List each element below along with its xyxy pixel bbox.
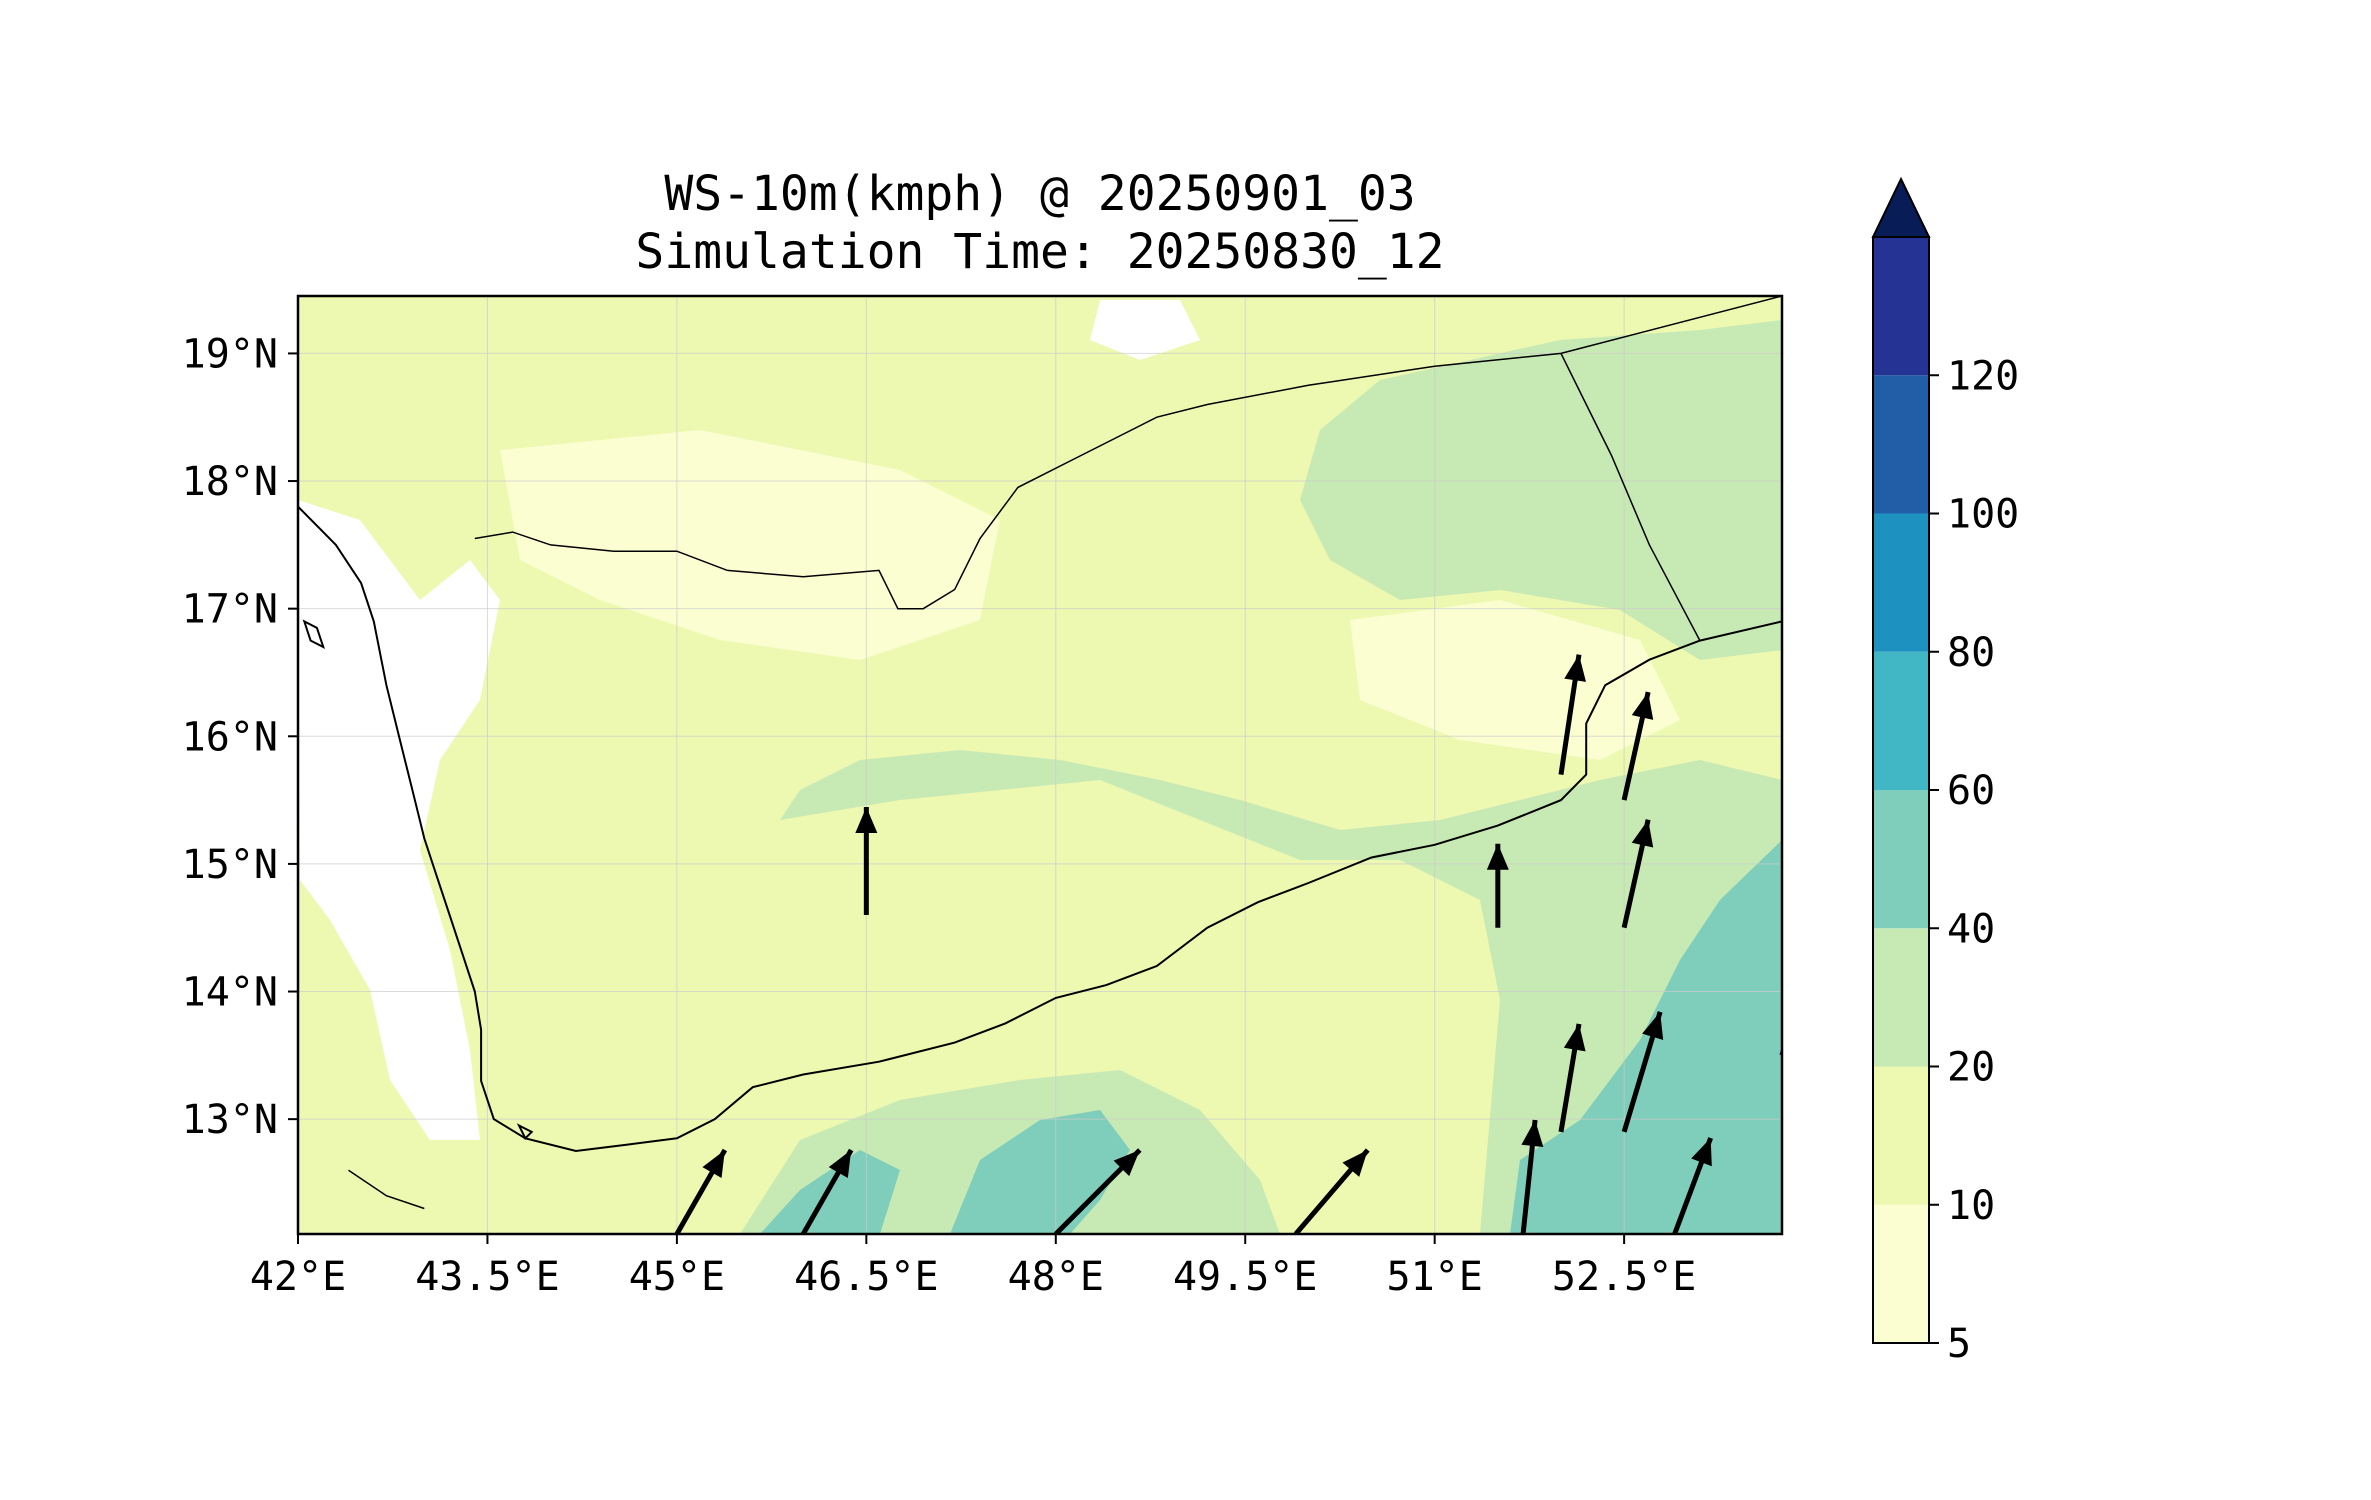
map-title-line1: WS-10m(kmph) @ 20250901_03 xyxy=(664,166,1415,222)
colorbar-label-5: 80 xyxy=(1947,630,1995,676)
wind-vector xyxy=(1486,843,1509,928)
coastline xyxy=(298,505,1782,1153)
y-tick-label-0: 19°N xyxy=(182,331,278,377)
x-tick-label-2: 45°E xyxy=(629,1254,725,1300)
wind-vector xyxy=(1621,1011,1664,1133)
y-tick-label-5: 14°N xyxy=(182,970,278,1016)
calm-zone-east xyxy=(1350,600,1680,760)
wind-vector xyxy=(1558,654,1587,775)
colorbar-segment-7 xyxy=(1873,237,1929,376)
colorbar-label-1: 10 xyxy=(1947,1183,1995,1229)
map-area xyxy=(298,296,1782,1234)
latitude-axis: 19°N 18°N 17°N 16°N 15°N 14°N 13°N xyxy=(182,331,298,1143)
wind-vector xyxy=(855,806,878,915)
border-line-0 xyxy=(474,296,1782,610)
wind-vector xyxy=(1293,1148,1370,1234)
wind-band-20-40-northeast xyxy=(1300,320,1782,660)
x-tick-label-6: 51°E xyxy=(1387,1254,1483,1300)
x-tick-label-5: 49.5°E xyxy=(1173,1254,1318,1300)
colorbar-label-7: 120 xyxy=(1947,353,2019,399)
map-title-line2: Simulation Time: 20250830_12 xyxy=(635,224,1444,280)
wind-band-40-60-arabian-sea xyxy=(1510,840,1782,1234)
colorbar-segment-2 xyxy=(1873,928,1929,1067)
colorbar-label-6: 100 xyxy=(1947,492,2019,538)
wind-vectors xyxy=(674,654,1782,1234)
wind-band-20-40-south xyxy=(780,750,1782,1234)
calm-zone-north xyxy=(1090,300,1200,360)
island-1 xyxy=(516,1123,534,1140)
wind-vector xyxy=(1054,1148,1142,1234)
colorbar-label-0: 5 xyxy=(1947,1321,1971,1367)
y-tick-label-3: 16°N xyxy=(182,714,278,760)
x-tick-label-1: 43.5°E xyxy=(415,1254,560,1300)
colorbar-extend-arrow xyxy=(1871,176,1931,238)
colorbar-label-4: 60 xyxy=(1947,768,1995,814)
colorbar-segment-4 xyxy=(1873,651,1929,790)
wind-vector xyxy=(1520,1119,1544,1234)
wind-vector xyxy=(1779,1045,1782,1056)
y-tick-label-1: 18°N xyxy=(182,459,278,505)
colorbar-segment-5 xyxy=(1873,513,1929,652)
calm-zone-central xyxy=(500,430,1000,660)
wind-vector xyxy=(1672,1137,1713,1234)
wind-vector xyxy=(1621,819,1654,929)
x-tick-label-3: 46.5°E xyxy=(794,1254,939,1300)
wind-vector xyxy=(801,1148,854,1234)
colorbar-label-2: 20 xyxy=(1947,1045,1995,1091)
map-frame xyxy=(296,294,1784,1236)
border-line-1 xyxy=(1560,353,1701,641)
longitude-axis: 42°E 43.5°E 45°E 46.5°E 48°E 49.5°E 51°E 52.5°E xyxy=(250,1234,1697,1300)
x-tick-label-0: 42°E xyxy=(250,1254,346,1300)
y-tick-label-4: 15°N xyxy=(182,842,278,888)
colorbar-segment-0 xyxy=(1873,1204,1929,1343)
island-0 xyxy=(302,619,326,649)
calm-zone-red-sea xyxy=(298,500,500,1140)
y-tick-label-2: 17°N xyxy=(182,587,278,633)
map-gridlines xyxy=(298,296,1782,1234)
colorbar-segment-3 xyxy=(1873,790,1929,929)
y-tick-label-6: 13°N xyxy=(182,1097,278,1143)
colorbar-segment-6 xyxy=(1873,375,1929,514)
wind-vector xyxy=(674,1148,728,1234)
colorbar: 5 10 20 40 60 80 100 120 xyxy=(1871,176,2019,1367)
x-tick-label-7: 52.5°E xyxy=(1552,1254,1697,1300)
x-tick-label-4: 48°E xyxy=(1008,1254,1104,1300)
colorbar-segment-1 xyxy=(1873,1066,1929,1205)
border-line-2 xyxy=(348,1169,425,1210)
wind-vector xyxy=(1558,1023,1586,1133)
wind-vector xyxy=(1621,691,1654,801)
geography-lines xyxy=(298,296,1782,1210)
colorbar-label-3: 40 xyxy=(1947,906,1995,952)
